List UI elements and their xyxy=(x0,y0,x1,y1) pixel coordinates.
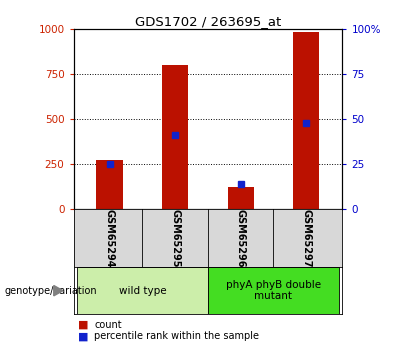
Text: GSM65295: GSM65295 xyxy=(170,209,180,267)
Bar xyxy=(97,160,123,209)
Text: ■: ■ xyxy=(78,320,88,330)
Text: wild type: wild type xyxy=(118,286,166,296)
Text: GDS1702 / 263695_at: GDS1702 / 263695_at xyxy=(135,16,281,29)
Text: percentile rank within the sample: percentile rank within the sample xyxy=(94,332,260,341)
Text: ■: ■ xyxy=(78,332,88,341)
Text: phyA phyB double
mutant: phyA phyB double mutant xyxy=(226,280,321,302)
Text: GSM65294: GSM65294 xyxy=(105,209,115,267)
Bar xyxy=(162,65,188,209)
Bar xyxy=(228,187,254,209)
Text: genotype/variation: genotype/variation xyxy=(4,286,97,296)
Text: GSM65297: GSM65297 xyxy=(301,209,311,267)
Text: count: count xyxy=(94,320,122,330)
Bar xyxy=(208,267,339,314)
Polygon shape xyxy=(54,286,63,296)
Text: GSM65296: GSM65296 xyxy=(236,209,246,267)
Bar xyxy=(293,32,319,209)
Bar xyxy=(77,267,208,314)
